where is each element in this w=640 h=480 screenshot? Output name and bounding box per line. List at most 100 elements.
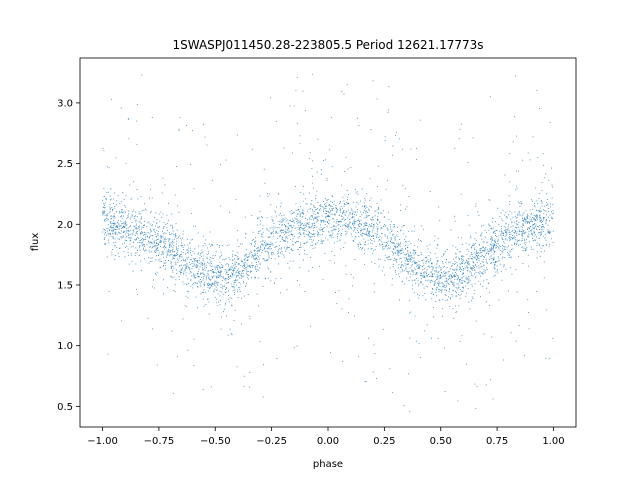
- data-point: [373, 224, 374, 225]
- data-point: [350, 233, 352, 235]
- data-point: [142, 240, 144, 242]
- data-point: [525, 249, 527, 251]
- data-point: [531, 218, 533, 220]
- data-point: [162, 213, 164, 215]
- data-point: [383, 248, 385, 250]
- data-point: [283, 239, 285, 241]
- data-point: [187, 278, 189, 280]
- data-point: [246, 256, 248, 258]
- data-point: [142, 242, 143, 244]
- data-point: [394, 246, 396, 248]
- data-point: [533, 223, 535, 225]
- data-point: [487, 251, 489, 253]
- data-point: [368, 208, 370, 210]
- data-point: [339, 202, 341, 204]
- data-point: [213, 272, 215, 274]
- data-point: [206, 284, 208, 286]
- data-point: [378, 208, 380, 210]
- data-point: [479, 250, 481, 252]
- data-point: [111, 223, 113, 225]
- data-point: [336, 233, 338, 235]
- data-point: [494, 265, 495, 267]
- data-point: [176, 253, 178, 254]
- data-point: [357, 209, 359, 210]
- data-point: [154, 231, 156, 233]
- data-point: [171, 267, 172, 269]
- data-point: [204, 262, 206, 264]
- data-point: [287, 232, 289, 233]
- data-point: [242, 270, 243, 272]
- data-point: [379, 239, 381, 241]
- data-point: [294, 227, 296, 229]
- data-point: [148, 221, 150, 223]
- data-point: [479, 273, 481, 275]
- data-point: [490, 248, 492, 250]
- data-point: [437, 260, 439, 262]
- data-point: [294, 186, 296, 187]
- data-point: [252, 239, 254, 240]
- data-point: [529, 222, 531, 224]
- data-point: [200, 253, 202, 255]
- data-point: [191, 212, 193, 214]
- data-point: [328, 205, 330, 206]
- data-point: [214, 285, 216, 287]
- data-point: [534, 223, 536, 225]
- data-point: [483, 256, 485, 258]
- data-point: [163, 239, 165, 241]
- data-point: [283, 254, 285, 256]
- data-point: [445, 271, 447, 273]
- data-point: [166, 214, 168, 216]
- data-point: [300, 227, 302, 229]
- data-point: [468, 263, 469, 265]
- data-point: [279, 231, 281, 233]
- data-point: [437, 283, 439, 284]
- data-point: [533, 224, 535, 225]
- data-point: [238, 271, 240, 273]
- data-point: [398, 273, 399, 275]
- data-point: [524, 218, 526, 220]
- data-point: [180, 244, 182, 246]
- data-point: [104, 233, 106, 235]
- data-point: [193, 188, 195, 190]
- data-point: [326, 225, 328, 227]
- data-point: [361, 188, 363, 190]
- data-point: [172, 226, 173, 228]
- data-point: [527, 299, 529, 301]
- data-point: [431, 269, 433, 271]
- data-point: [105, 202, 107, 204]
- data-point: [188, 291, 190, 293]
- data-point: [443, 253, 445, 255]
- data-point: [207, 283, 208, 285]
- data-point: [226, 245, 228, 246]
- data-point: [344, 171, 345, 173]
- data-point: [156, 249, 157, 250]
- data-point: [475, 264, 476, 266]
- data-point: [527, 217, 529, 218]
- data-point: [158, 244, 160, 245]
- data-point: [516, 242, 518, 244]
- data-point: [505, 223, 507, 225]
- data-point: [231, 283, 233, 285]
- data-point: [205, 304, 207, 305]
- data-point: [492, 232, 494, 234]
- data-point: [167, 229, 168, 231]
- data-point: [257, 269, 259, 271]
- data-point: [267, 229, 269, 231]
- data-point: [457, 400, 459, 402]
- data-point: [309, 226, 311, 228]
- data-point: [395, 259, 397, 261]
- data-point: [160, 254, 162, 256]
- data-point: [200, 279, 202, 280]
- data-point: [412, 284, 414, 286]
- data-point: [111, 226, 113, 228]
- data-point: [206, 264, 208, 266]
- data-point: [452, 283, 454, 285]
- data-point: [172, 230, 174, 232]
- data-point: [474, 283, 476, 285]
- data-point: [521, 220, 523, 222]
- data-point: [298, 209, 300, 210]
- data-point: [328, 231, 330, 233]
- data-point: [435, 280, 436, 282]
- data-point: [185, 266, 187, 268]
- data-point: [123, 222, 125, 224]
